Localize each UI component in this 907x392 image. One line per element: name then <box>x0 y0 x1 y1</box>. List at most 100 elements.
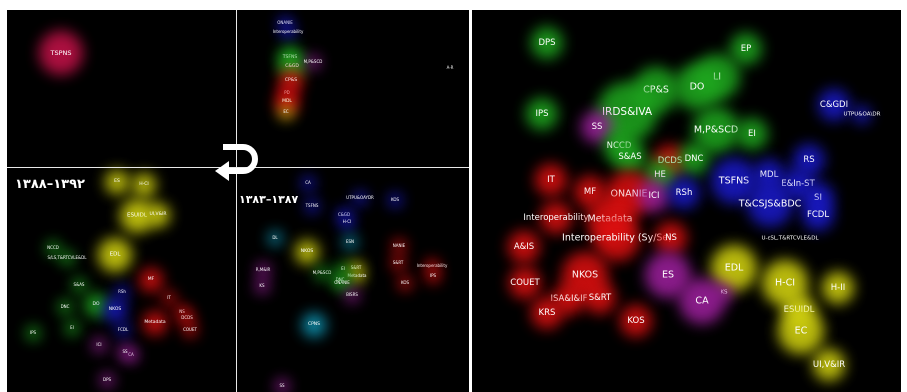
cluster-label: UI,V&IR <box>812 359 846 370</box>
cluster-label: KS <box>720 289 728 296</box>
cluster-label: TSPNS <box>50 48 72 57</box>
cluster-label: COUET <box>183 327 197 332</box>
cluster-label: T&CSJS&BDC <box>738 198 802 210</box>
cluster-label: H-CI <box>342 219 352 224</box>
cluster-label: CPNS <box>307 321 321 327</box>
cluster-label: NS <box>665 232 677 243</box>
period-label-bottom-left: ۱۳۸۸–۱۳۹۲ <box>15 177 85 192</box>
cluster-blob <box>146 203 170 227</box>
cluster-blob <box>392 239 406 253</box>
cluster-blob <box>340 215 354 229</box>
cluster-label: DPS <box>538 37 556 48</box>
enlarged-cluster-map-panel: DPSEPCP&SLIDOIPSIRDS&IVASSM,P&SCDEIC&GDI… <box>472 10 901 392</box>
cluster-blob <box>306 55 320 69</box>
cluster-label: IPS <box>535 108 549 119</box>
u-turn-arrow-icon <box>215 144 258 181</box>
cluster-blob <box>98 238 132 272</box>
cluster-label: RSh <box>118 289 126 294</box>
cluster-label: RSh <box>675 187 693 198</box>
cluster-blob <box>26 326 40 340</box>
cluster-blob <box>821 271 855 305</box>
cluster-blob <box>426 269 440 283</box>
cluster-blob <box>116 323 130 337</box>
cluster-label: EI <box>748 128 756 139</box>
cluster-label: MF <box>147 276 155 282</box>
cluster-label: EP <box>740 43 752 54</box>
cluster-blob <box>143 311 167 335</box>
cluster-label: IT <box>547 174 555 185</box>
cluster-label: C&GD <box>337 212 351 217</box>
cluster-label: H-II <box>830 282 846 293</box>
cluster-blob <box>388 193 402 207</box>
cluster-blob <box>139 268 163 292</box>
cluster-blob <box>295 240 319 264</box>
cluster-blob <box>38 30 84 76</box>
cluster-label: Interoperability (Sy/Se) <box>562 232 672 244</box>
cluster-blob <box>335 276 349 290</box>
cluster-label: ICI <box>648 190 660 201</box>
cluster-label: MDL <box>282 98 292 104</box>
cluster-label: S&AS <box>73 282 85 287</box>
cluster-label: CP&S <box>643 84 669 96</box>
cluster-label: DL <box>272 235 278 240</box>
cluster-label: Metadata <box>144 319 166 325</box>
cluster-label: CA <box>305 180 311 185</box>
cluster-label: TSFNS <box>718 175 750 187</box>
cluster-label: ONANIE <box>334 280 350 285</box>
cluster-label: NKOS <box>300 248 314 254</box>
cluster-blob <box>539 201 573 235</box>
cluster-blob <box>84 293 108 317</box>
cluster-blob <box>343 235 357 249</box>
cluster-blob <box>353 191 367 205</box>
period-label-bottom-right: ۱۳۸۳–۱۳۸۷ <box>239 193 299 206</box>
cluster-label: FCDL <box>806 209 830 220</box>
cluster-label: DNC <box>60 304 70 309</box>
cluster-label: UTPU&OA\DR <box>843 111 881 118</box>
cluster-blob <box>398 276 412 290</box>
cluster-label: SS <box>279 383 285 388</box>
cluster-label: HE <box>654 169 666 180</box>
cluster-blob <box>525 97 559 131</box>
cluster-blob <box>507 230 541 264</box>
cluster-label: M,P&SCD <box>303 59 323 64</box>
cluster-label: UI,V&IR <box>149 211 167 217</box>
cluster-blob <box>58 300 72 314</box>
cluster-blob <box>118 345 132 359</box>
cluster-label: BISRS <box>346 292 358 297</box>
cluster-label: KOS <box>627 315 645 326</box>
cluster-blob <box>275 379 289 392</box>
cluster-blob <box>817 88 851 122</box>
cluster-blob <box>594 215 640 261</box>
cluster-label: EC <box>794 325 808 337</box>
cluster-blob <box>302 313 326 337</box>
cluster-label: CA <box>695 295 709 307</box>
cluster-label: KRS <box>538 307 556 318</box>
cluster-label: NANIE <box>392 243 406 248</box>
cluster-label: Interoperability <box>272 29 304 34</box>
cluster-blob <box>654 221 688 255</box>
cluster-blob <box>336 262 350 276</box>
cluster-label: R,M&IR <box>255 267 271 272</box>
cluster-label: RS <box>803 154 815 165</box>
time-period-quadrants-panel: TSPNS ONANIE Interoperability TSFNS C&GD M,P… <box>7 10 469 392</box>
cluster-blob <box>583 281 617 315</box>
cluster-blob <box>60 251 74 265</box>
cluster-label: NKOS <box>571 269 599 281</box>
cluster-blob <box>530 26 564 60</box>
cluster-label: IT <box>167 295 171 300</box>
cluster-label: IPS <box>429 273 437 278</box>
cluster-label: MDL <box>759 169 779 180</box>
cluster-label: DPS <box>102 377 112 382</box>
cluster-blob <box>747 181 793 227</box>
cluster-label: SS <box>591 121 603 132</box>
cluster-label: NCCD <box>47 245 59 250</box>
cluster-label: KOS <box>400 280 410 285</box>
cluster-blob <box>391 256 405 270</box>
cluster-label: M,P&SCD <box>693 124 739 136</box>
cluster-label: Interoperability <box>523 212 589 223</box>
cluster-blob <box>115 285 129 299</box>
cluster-label: H-CI <box>774 277 796 289</box>
cluster-label: E&In-ST <box>781 178 815 189</box>
cluster-label: COUET <box>510 277 540 288</box>
